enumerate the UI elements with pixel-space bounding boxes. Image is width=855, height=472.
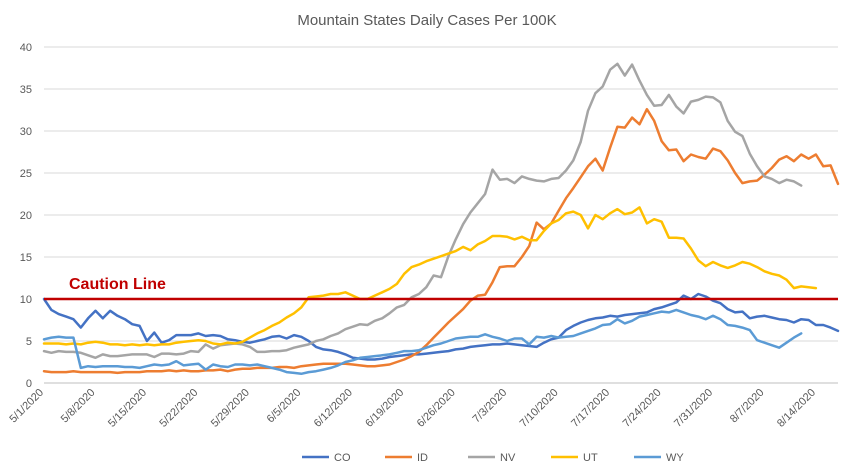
legend-label-id: ID bbox=[417, 452, 428, 464]
series-line-id bbox=[42, 107, 840, 375]
legend-label-nv: NV bbox=[500, 452, 516, 464]
y-tick-label: 15 bbox=[20, 252, 32, 264]
legend-label-wy: WY bbox=[666, 452, 684, 464]
y-tick-label: 20 bbox=[20, 210, 32, 222]
series-line-wy bbox=[42, 308, 803, 376]
series-line-nv bbox=[42, 62, 803, 360]
series-lines bbox=[42, 62, 840, 376]
legend: CO ID NV UT WY bbox=[302, 452, 684, 464]
y-tick-label: 35 bbox=[20, 84, 32, 96]
series-line-co bbox=[42, 292, 840, 361]
chart-title: Mountain States Daily Cases Per 100K bbox=[297, 12, 556, 29]
y-tick-label: 30 bbox=[20, 126, 32, 138]
y-tick-label: 10 bbox=[20, 294, 32, 306]
y-axis-tick-labels: 0 5 10 15 20 25 30 35 40 bbox=[20, 42, 32, 390]
caution-line-label: Caution Line bbox=[69, 276, 166, 293]
y-tick-label: 5 bbox=[26, 336, 32, 348]
y-tick-label: 40 bbox=[20, 42, 32, 54]
y-tick-label: 25 bbox=[20, 168, 32, 180]
series-line-ut bbox=[42, 206, 818, 347]
legend-label-ut: UT bbox=[583, 452, 598, 464]
legend-label-co: CO bbox=[334, 452, 351, 464]
y-tick-label: 0 bbox=[26, 378, 32, 390]
